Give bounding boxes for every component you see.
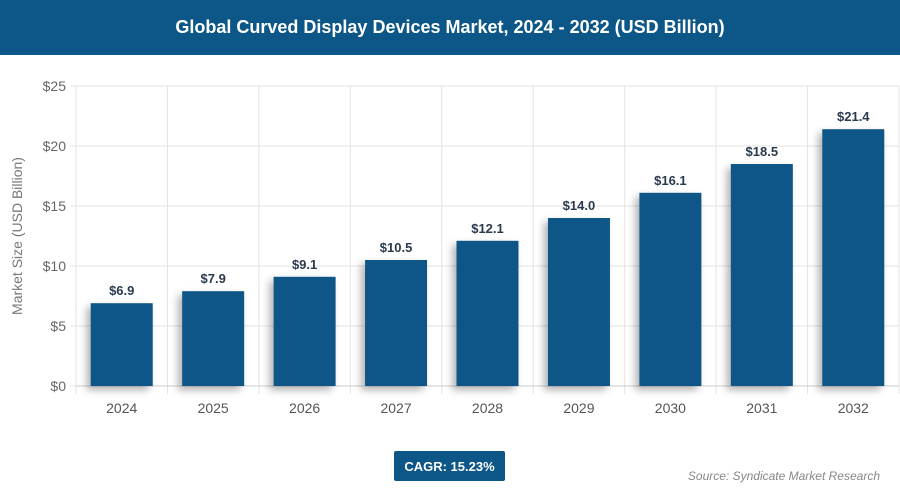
- bar-2031: [730, 164, 793, 386]
- data-label: $6.9: [109, 283, 134, 298]
- bar-2026: [273, 276, 336, 386]
- data-label: $10.5: [380, 240, 413, 255]
- data-label: $18.5: [746, 144, 779, 159]
- bar-2025: [182, 291, 245, 386]
- x-tick-label: 2031: [746, 400, 777, 416]
- bar-2024: [90, 303, 153, 386]
- y-tick-label: $15: [43, 198, 67, 214]
- bar-2029: [547, 218, 610, 386]
- data-label: $16.1: [654, 173, 687, 188]
- bar-chart: $0 $5 $10 $15 $20 $25 $6.9 2024 $7.9 2025 $9.1 2026…: [9, 78, 900, 416]
- y-axis-label: Market Size (USD Billion): [9, 157, 25, 315]
- source-note: Source: Syndicate Market Research: [687, 469, 880, 483]
- data-label: $7.9: [201, 271, 226, 286]
- y-tick-label: $25: [43, 78, 67, 94]
- x-tick-label: 2024: [106, 400, 137, 416]
- bar-2028: [456, 240, 519, 386]
- chart-title: Global Curved Display Devices Market, 20…: [0, 0, 900, 55]
- y-tick-label: $10: [43, 258, 67, 274]
- x-tick-label: 2032: [838, 400, 869, 416]
- x-tick-label: 2026: [289, 400, 320, 416]
- bar-2027: [365, 260, 428, 386]
- x-tick-label: 2029: [563, 400, 594, 416]
- x-tick-label: 2028: [472, 400, 503, 416]
- y-tick-label: $0: [50, 378, 66, 394]
- x-tick-label: 2030: [655, 400, 686, 416]
- data-label: $14.0: [563, 198, 596, 213]
- y-tick-label: $5: [50, 318, 66, 334]
- y-tick-label: $20: [43, 138, 67, 154]
- bar-2030: [639, 192, 702, 386]
- bar-2032: [822, 129, 885, 386]
- x-tick-label: 2027: [380, 400, 411, 416]
- data-label: $12.1: [471, 221, 504, 236]
- x-tick-label: 2025: [198, 400, 229, 416]
- data-label: $21.4: [837, 109, 870, 124]
- data-label: $9.1: [292, 257, 317, 272]
- cagr-badge: CAGR: 15.23%: [394, 451, 505, 481]
